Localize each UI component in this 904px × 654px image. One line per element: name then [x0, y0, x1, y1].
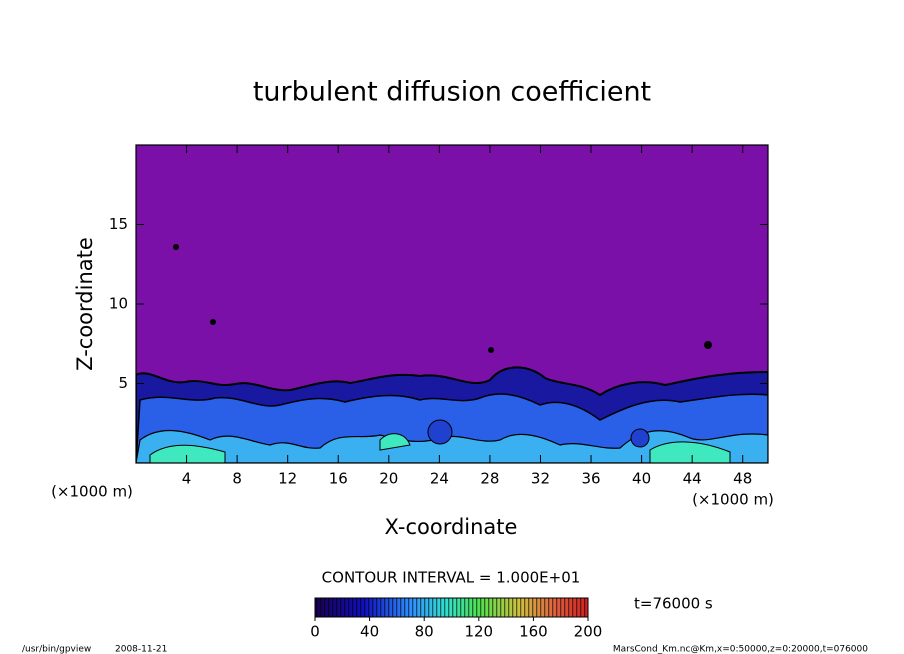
x-tick-label: 4	[182, 470, 192, 488]
chart-title: turbulent diffusion coefficient	[253, 77, 651, 108]
x-axis-label: X-coordinate	[385, 515, 518, 539]
field-eddy	[427, 419, 453, 445]
colorbar-tick-label: 160	[519, 623, 548, 641]
footer-right: MarsCond_Km.nc@Km,x=0:50000,z=0:20000,t=…	[613, 645, 868, 654]
footer-date: 2008-11-21	[115, 645, 167, 654]
x-tick-label: 16	[329, 470, 348, 488]
y-tick-label: 10	[109, 295, 128, 313]
contour-interval: CONTOUR INTERVAL = 1.000E+01	[322, 569, 581, 587]
x-unit-label: (×1000 m)	[51, 483, 133, 501]
colorbar-tick-label: 0	[310, 623, 320, 641]
x-tick-label: 12	[278, 470, 297, 488]
field-peak	[149, 433, 731, 463]
x-tick-label: 36	[581, 470, 600, 488]
footer-left: /usr/bin/gpview	[22, 645, 91, 654]
colorbar-frame	[314, 597, 589, 618]
x-tick-label: 40	[632, 470, 651, 488]
colorbar-tick-label: 80	[415, 623, 434, 641]
x-tick-label: 32	[531, 470, 550, 488]
y-tick-label: 15	[109, 215, 128, 233]
x-tick-label: 24	[430, 470, 449, 488]
x-tick-label: 8	[232, 470, 242, 488]
x-tick-label: 28	[480, 470, 499, 488]
field-spot	[704, 341, 712, 349]
field-spot	[173, 244, 179, 250]
field-spot	[488, 347, 494, 353]
x-tick-label: 44	[683, 470, 702, 488]
field-spot	[210, 319, 216, 325]
x-unit-label: (×1000 m)	[692, 491, 774, 509]
colorbar-tick-label: 40	[360, 623, 379, 641]
colorbar-tick-label: 120	[464, 623, 493, 641]
colorbar-tick-label: 200	[574, 623, 603, 641]
y-tick-label: 5	[118, 374, 128, 392]
x-tick-label: 20	[379, 470, 398, 488]
x-tick-label: 48	[733, 470, 752, 488]
contour-field	[136, 145, 768, 463]
y-axis-label: Z-coordinate	[73, 237, 97, 371]
field-eddy	[630, 428, 650, 448]
time-label: t=76000 s	[634, 595, 713, 613]
